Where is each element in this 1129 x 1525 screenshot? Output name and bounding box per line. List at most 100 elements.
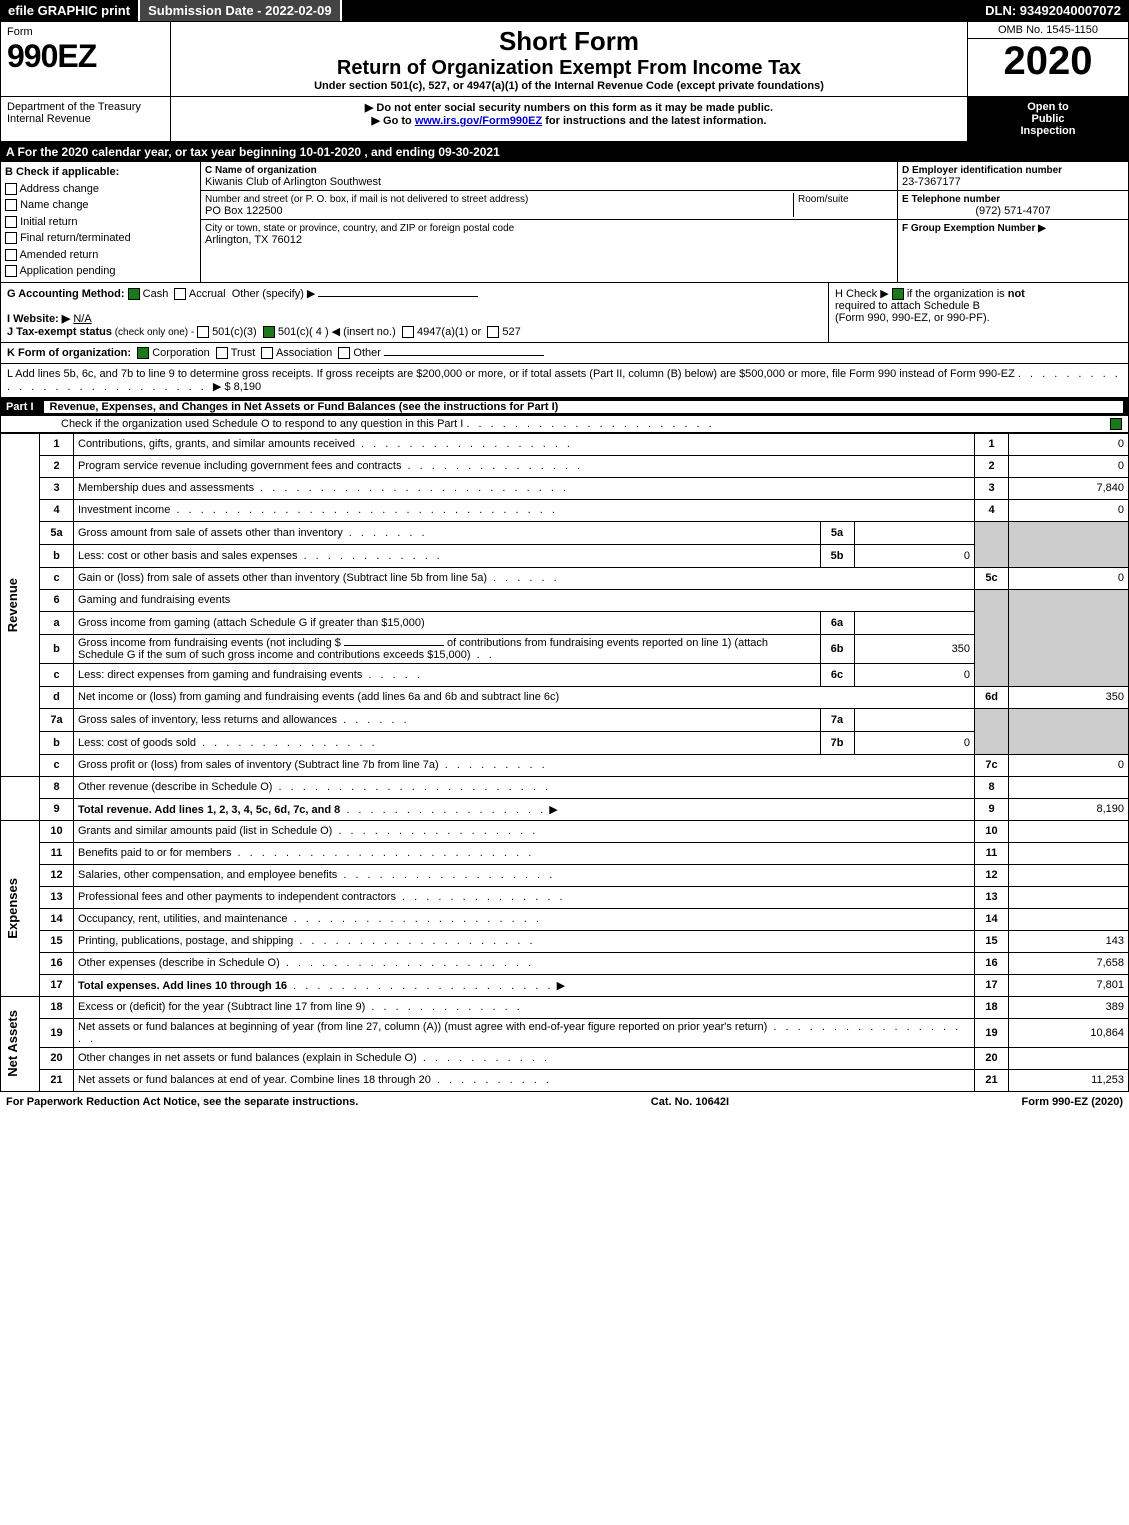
line-6d-amt: 350 xyxy=(1009,686,1129,708)
line-20: Other changes in net assets or fund bala… xyxy=(78,1052,417,1064)
line-7c: Gross profit or (loss) from sales of inv… xyxy=(78,759,439,771)
checkbox-corp[interactable] xyxy=(137,347,149,359)
omb-number: OMB No. 1545-1150 xyxy=(968,22,1128,39)
h-line2: required to attach Schedule B xyxy=(835,300,980,312)
line-2-amt: 0 xyxy=(1009,455,1129,477)
checkbox-application-pending[interactable] xyxy=(5,265,17,277)
short-form: Short Form xyxy=(177,26,961,57)
line-7b-amt: 0 xyxy=(854,732,974,754)
dept-row: Department of the Treasury Internal Reve… xyxy=(0,97,1129,142)
line-5c-amt: 0 xyxy=(1009,567,1129,589)
ssn-warning: ▶ Do not enter social security numbers o… xyxy=(177,101,961,114)
line-5b: Less: cost or other basis and sales expe… xyxy=(78,550,298,562)
c-name-label: C Name of organization xyxy=(205,165,317,176)
form-word: Form xyxy=(7,26,164,38)
revenue-table: Revenue 1Contributions, gifts, grants, a… xyxy=(0,433,1129,1092)
checkbox-4947[interactable] xyxy=(402,326,414,338)
section-a-bar: A For the 2020 calendar year, or tax yea… xyxy=(0,142,1129,162)
addr-label: Number and street (or P. O. box, if mail… xyxy=(205,194,528,205)
line-13: Professional fees and other payments to … xyxy=(78,891,396,903)
checkbox-cash[interactable] xyxy=(128,288,140,300)
d-ein-label: D Employer identification number xyxy=(902,165,1062,176)
line-19-amt: 10,864 xyxy=(1009,1018,1129,1047)
b-label: B Check if applicable: xyxy=(5,166,119,178)
e-phone-label: E Telephone number xyxy=(902,194,1000,205)
f-group-label: F Group Exemption Number ▶ xyxy=(902,223,1046,234)
tax-year: 2020 xyxy=(968,39,1128,84)
irs-link[interactable]: www.irs.gov/Form990EZ xyxy=(415,115,542,127)
line-6b-1: Gross income from fundraising events (no… xyxy=(78,637,341,649)
line-6b-amt: 350 xyxy=(854,635,974,663)
footer-left: For Paperwork Reduction Act Notice, see … xyxy=(6,1096,358,1108)
line-3: Membership dues and assessments xyxy=(78,482,254,494)
line-8: Other revenue (describe in Schedule O) xyxy=(78,781,272,793)
line-5a: Gross amount from sale of assets other t… xyxy=(78,527,343,539)
internal-revenue: Internal Revenue xyxy=(7,113,164,125)
phone: (972) 571-4707 xyxy=(902,205,1124,217)
checkbox-address-change[interactable] xyxy=(5,183,17,195)
ein: 23-7367177 xyxy=(902,176,961,188)
checkbox-accrual[interactable] xyxy=(174,288,186,300)
footer: For Paperwork Reduction Act Notice, see … xyxy=(0,1092,1129,1112)
line-4: Investment income xyxy=(78,504,170,516)
checkbox-h[interactable] xyxy=(892,288,904,300)
line-6a: Gross income from gaming (attach Schedul… xyxy=(78,617,425,629)
checkbox-trust[interactable] xyxy=(216,347,228,359)
j-label: J Tax-exempt status xyxy=(7,326,112,338)
room-label: Room/suite xyxy=(798,194,849,205)
footer-cat: Cat. No. 10642I xyxy=(651,1096,729,1108)
l-amount: ▶ $ 8,190 xyxy=(213,381,261,393)
footer-right: Form 990-EZ (2020) xyxy=(1022,1096,1124,1108)
checkbox-assoc[interactable] xyxy=(261,347,273,359)
submission-date: Submission Date - 2022-02-09 xyxy=(140,0,342,21)
line-17-amt: 7,801 xyxy=(1009,974,1129,996)
line-10: Grants and similar amounts paid (list in… xyxy=(78,825,332,837)
net-assets-vlabel: Net Assets xyxy=(5,1010,20,1077)
line-9-amt: 8,190 xyxy=(1009,798,1129,820)
line-6c: Less: direct expenses from gaming and fu… xyxy=(78,669,362,681)
line-19: Net assets or fund balances at beginning… xyxy=(78,1021,767,1033)
line-11: Benefits paid to or for members xyxy=(78,847,231,859)
open-to: Open to xyxy=(974,101,1122,113)
line-6d: Net income or (loss) from gaming and fun… xyxy=(74,686,975,708)
line-18: Excess or (deficit) for the year (Subtra… xyxy=(78,1001,365,1013)
checkbox-501c[interactable] xyxy=(263,326,275,338)
section-b-thru-f: B Check if applicable: Address change Na… xyxy=(0,162,1129,283)
line-6: Gaming and fundraising events xyxy=(74,589,975,611)
efile-print[interactable]: efile GRAPHIC print xyxy=(0,0,140,21)
checkbox-527[interactable] xyxy=(487,326,499,338)
checkbox-initial-return[interactable] xyxy=(5,216,17,228)
subtitle: Under section 501(c), 527, or 4947(a)(1)… xyxy=(177,80,961,92)
l-text: L Add lines 5b, 6c, and 7b to line 9 to … xyxy=(7,368,1015,380)
dept-treasury: Department of the Treasury xyxy=(7,101,164,113)
top-bar: efile GRAPHIC print Submission Date - 20… xyxy=(0,0,1129,21)
checkbox-amended[interactable] xyxy=(5,249,17,261)
line-9: Total revenue. Add lines 1, 2, 3, 4, 5c,… xyxy=(78,804,340,816)
line-6c-amt: 0 xyxy=(854,664,974,686)
line-17: Total expenses. Add lines 10 through 16 xyxy=(78,980,287,992)
line-2: Program service revenue including govern… xyxy=(78,460,401,472)
dln: DLN: 93492040007072 xyxy=(977,0,1129,21)
line-1: Contributions, gifts, grants, and simila… xyxy=(78,438,355,450)
line-15-amt: 143 xyxy=(1009,930,1129,952)
checkbox-final-return[interactable] xyxy=(5,232,17,244)
revenue-vlabel: Revenue xyxy=(5,578,20,632)
checkbox-501c3[interactable] xyxy=(197,326,209,338)
part-1-title: Revenue, Expenses, and Changes in Net As… xyxy=(44,401,1123,413)
org-name: Kiwanis Club of Arlington Southwest xyxy=(205,176,381,188)
checkbox-name-change[interactable] xyxy=(5,199,17,211)
checkbox-other-org[interactable] xyxy=(338,347,350,359)
return-title: Return of Organization Exempt From Incom… xyxy=(177,57,961,80)
inspection: Inspection xyxy=(974,125,1122,137)
line-5c: Gain or (loss) from sale of assets other… xyxy=(78,572,487,584)
org-city: Arlington, TX 76012 xyxy=(205,234,302,246)
city-label: City or town, state or province, country… xyxy=(205,223,514,234)
line-3-amt: 7,840 xyxy=(1009,477,1129,499)
k-label: K Form of organization: xyxy=(7,347,131,359)
part-1-label: Part I xyxy=(6,401,44,413)
line-21: Net assets or fund balances at end of ye… xyxy=(78,1074,431,1086)
line-5b-amt: 0 xyxy=(854,545,974,567)
checkbox-schedule-o[interactable] xyxy=(1110,418,1122,430)
part-1-check-text: Check if the organization used Schedule … xyxy=(61,418,463,430)
part-1-bar: Part I Revenue, Expenses, and Changes in… xyxy=(0,398,1129,416)
